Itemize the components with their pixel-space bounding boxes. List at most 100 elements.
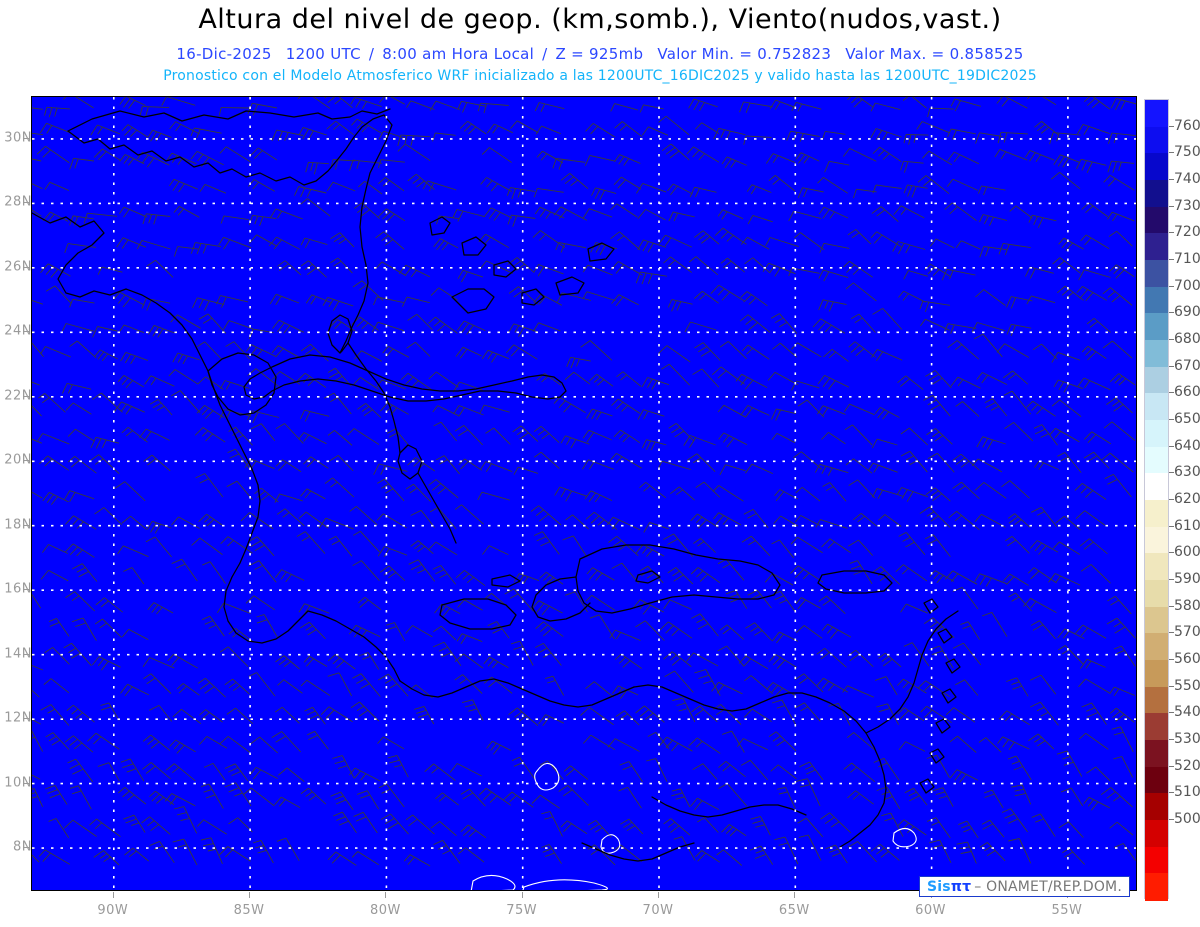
- colorbar-tick-mark: [1169, 125, 1174, 127]
- colorbar-tick-mark: [1169, 552, 1174, 554]
- lat-tick-label: 16N: [4, 581, 32, 597]
- colorbar-tick-mark: [1169, 179, 1174, 180]
- lat-tick-mark: [24, 782, 30, 784]
- lon-tick-mark: [794, 892, 796, 898]
- lat-tick-mark: [24, 653, 30, 655]
- colorbar-tick-label: 610: [1174, 517, 1200, 534]
- colorbar-tick-mark: [1169, 659, 1174, 660]
- colorbar-segment: [1145, 286, 1168, 314]
- lon-tick-label: 65W: [778, 903, 810, 918]
- forecast-date: 16-Dic-2025: [176, 45, 272, 63]
- lat-tick-mark: [24, 847, 30, 849]
- colorbar-tick-mark: [1169, 392, 1174, 394]
- colorbar-segment: [1145, 393, 1168, 421]
- lat-tick-mark: [24, 589, 30, 591]
- lat-tick-label: 12N: [4, 710, 32, 726]
- gridlines-layer: [32, 97, 1136, 890]
- map-plot-area[interactable]: [31, 96, 1137, 891]
- colorbar-segment: [1145, 793, 1168, 821]
- colorbar-tick-label: 560: [1174, 651, 1200, 667]
- lon-tick-mark: [658, 892, 659, 898]
- colorbar-tick-mark: [1169, 712, 1174, 714]
- colorbar-tick-label: 570: [1174, 624, 1200, 641]
- value-min: Valor Min. = 0.752823: [657, 45, 832, 63]
- value-max: Valor Max. = 0.858525: [845, 45, 1024, 63]
- colorbar-tick-mark: [1169, 419, 1174, 420]
- colorbar-tick-label: 640: [1174, 437, 1200, 454]
- lat-tick-mark: [24, 718, 30, 720]
- colorbar-segment: [1145, 500, 1168, 528]
- colorbar-segment: [1145, 606, 1168, 634]
- colorbar-segment: [1145, 100, 1168, 128]
- lat-tick-mark: [24, 202, 30, 204]
- colorbar-tick-mark: [1169, 685, 1174, 687]
- colorbar-segment: [1145, 366, 1168, 394]
- map-canvas: [32, 97, 1136, 890]
- colorbar-tick-mark: [1169, 232, 1174, 234]
- colorbar-tick-label: 600: [1174, 544, 1200, 561]
- colorbar-tick-label: 670: [1174, 357, 1200, 374]
- colorbar-tick-label: 710: [1174, 251, 1200, 267]
- colorbar-tick-label: 720: [1174, 224, 1200, 241]
- lat-tick-label: 28N: [4, 194, 32, 210]
- wind-barbs-layer: [32, 97, 1136, 867]
- organization-label: – ONAMET/REP.DOM.: [974, 879, 1122, 895]
- lat-tick-label: 10N: [4, 775, 32, 791]
- colorbar-tick-mark: [1169, 819, 1174, 820]
- colorbar-tick-label: 510: [1174, 784, 1200, 801]
- forecast-local-time: 8:00 am Hora Local: [382, 45, 535, 63]
- colorbar-segment: [1145, 206, 1168, 234]
- colorbar-tick-label: 590: [1174, 571, 1200, 587]
- colorbar-segment: [1145, 420, 1168, 448]
- lat-tick-mark: [24, 137, 30, 139]
- colorbar-tick-label: 580: [1174, 597, 1200, 614]
- colorbar-tick-mark: [1169, 632, 1174, 634]
- forecast-run-time: 1200 UTC: [285, 45, 361, 63]
- colorbar-tick-mark: [1169, 152, 1174, 154]
- lon-tick-label: 55W: [1051, 903, 1083, 918]
- colorbar-segment: [1145, 713, 1168, 741]
- attribution-logo: Sis πτ – ONAMET/REP.DOM.: [919, 876, 1130, 897]
- colorbar-segment: [1145, 260, 1168, 288]
- lon-tick-label: 90W: [97, 903, 129, 918]
- forecast-metadata-line: 16-Dic-2025 1200 UTC / 8:00 am Hora Local / Z…: [0, 45, 1200, 63]
- lon-tick-mark: [385, 892, 387, 898]
- lat-tick-mark: [24, 460, 30, 462]
- pressure-level: Z = 925mb: [555, 45, 644, 63]
- separator-slash-2: /: [542, 45, 548, 63]
- colorbar-tick-mark: [1169, 365, 1174, 367]
- lat-tick-label: 8N: [13, 839, 32, 855]
- sis-logo-text: Sis: [927, 878, 951, 895]
- page-title: Altura del nivel de geop. (km,somb.), Vi…: [198, 4, 1002, 35]
- colorbar-tick-mark: [1169, 312, 1174, 314]
- colorbar-segment: [1145, 526, 1168, 554]
- lon-tick-label: 85W: [233, 903, 265, 918]
- contour-lines-layer: [470, 762, 917, 890]
- colorbar-tick-mark: [1169, 472, 1174, 474]
- model-description-line: Pronostico con el Modelo Atmosferico WRF…: [163, 68, 1037, 84]
- lon-tick-mark: [249, 892, 251, 898]
- colorbar-segment: [1145, 580, 1168, 608]
- colorbar-segment: [1145, 126, 1168, 154]
- coastline-layer: [32, 108, 961, 862]
- colorbar-segment: [1145, 553, 1168, 581]
- lat-tick-mark: [24, 266, 30, 268]
- colorbar-tick-label: 690: [1174, 304, 1200, 321]
- colorbar-tick-mark: [1169, 339, 1174, 340]
- colorbar-tick-mark: [1169, 205, 1174, 207]
- colorbar[interactable]: [1144, 99, 1169, 901]
- lat-tick-label: 22N: [4, 388, 32, 404]
- colorbar-tick-mark: [1169, 499, 1174, 500]
- colorbar-tick-label: 730: [1174, 197, 1200, 214]
- colorbar-segment: [1145, 766, 1168, 794]
- colorbar-tick-label: 750: [1174, 144, 1200, 161]
- lat-tick-mark: [24, 524, 30, 526]
- lon-tick-mark: [112, 892, 114, 898]
- pi-logo-icon: πτ: [950, 878, 972, 895]
- lat-tick-label: 26N: [4, 259, 32, 275]
- colorbar-tick-mark: [1169, 605, 1174, 607]
- colorbar-tick-label: 680: [1174, 331, 1200, 347]
- colorbar-tick-label: 500: [1174, 811, 1200, 827]
- colorbar-tick-label: 760: [1174, 117, 1200, 134]
- colorbar-tick-mark: [1169, 525, 1174, 527]
